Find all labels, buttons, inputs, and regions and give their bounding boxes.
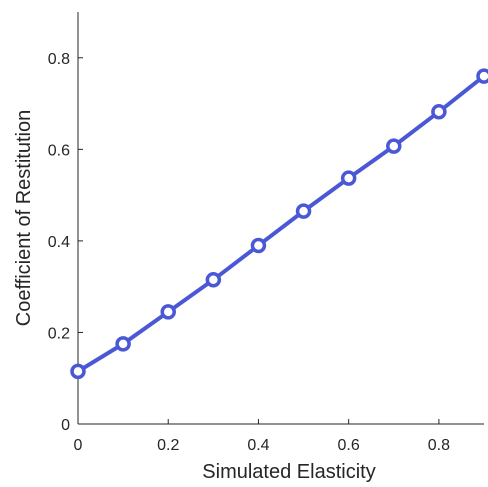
data-point-marker: [386, 138, 402, 154]
x-tick-label: 0.8: [428, 437, 450, 454]
y-tick-label: 0.4: [48, 234, 70, 251]
x-tick-label: 0.6: [338, 437, 360, 454]
x-tick-label: 0.2: [157, 437, 179, 454]
y-tick-label: 0.6: [48, 142, 70, 159]
data-point-marker: [205, 272, 222, 288]
y-tick-label: 0.8: [48, 51, 70, 68]
data-point-marker: [295, 203, 312, 219]
y-tick-label: 0: [61, 417, 70, 434]
data-point-marker: [160, 304, 176, 320]
series-layer: [70, 68, 488, 380]
data-point-marker: [70, 363, 86, 380]
data-point-marker: [431, 104, 447, 120]
series-line: [76, 74, 486, 374]
data-point-marker: [476, 68, 488, 84]
data-point-marker: [250, 237, 267, 254]
y-axis: 0 0.2 0.4 0.6 0.8: [48, 12, 83, 434]
x-axis-title: Simulated Elasticity: [202, 461, 375, 483]
x-tick-label: 0.4: [247, 437, 269, 454]
y-tick-label: 0.2: [48, 325, 70, 342]
data-point-marker: [115, 336, 131, 352]
data-point-marker: [340, 170, 357, 186]
y-axis-title: Coefficient of Restitution: [13, 110, 35, 326]
x-tick-label: 0: [74, 437, 83, 454]
x-axis: 0 0.2 0.4 0.6 0.8: [74, 419, 484, 454]
